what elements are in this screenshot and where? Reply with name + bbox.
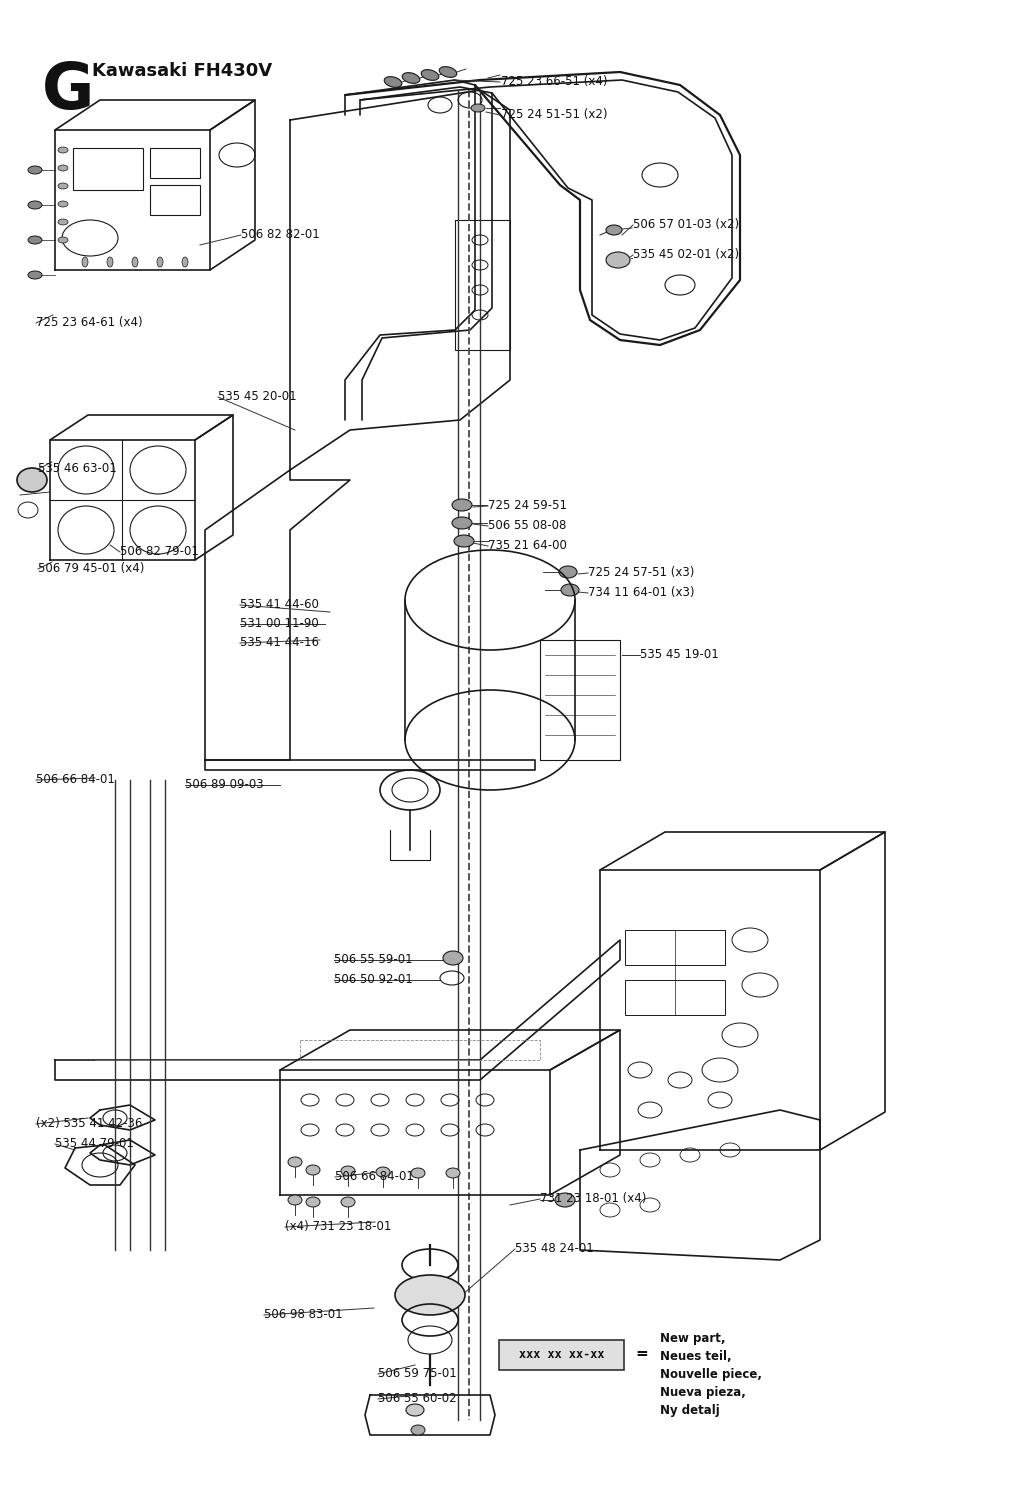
Text: 725 23 66-51 (x4): 725 23 66-51 (x4) <box>501 76 607 88</box>
Ellipse shape <box>454 535 474 547</box>
Ellipse shape <box>439 66 457 77</box>
Ellipse shape <box>376 1167 390 1176</box>
Text: 531 00 11-90: 531 00 11-90 <box>240 618 318 630</box>
Text: Neues teil,: Neues teil, <box>660 1350 731 1364</box>
Ellipse shape <box>106 257 113 267</box>
Text: 535 45 19-01: 535 45 19-01 <box>640 648 719 661</box>
Text: Nueva pieza,: Nueva pieza, <box>660 1386 745 1398</box>
Ellipse shape <box>58 165 68 171</box>
Text: 506 57 01-03 (x2): 506 57 01-03 (x2) <box>633 217 739 231</box>
Ellipse shape <box>58 219 68 225</box>
Ellipse shape <box>82 257 88 267</box>
Ellipse shape <box>58 146 68 153</box>
Bar <box>625 930 725 965</box>
Text: 506 82 82-01: 506 82 82-01 <box>241 228 319 242</box>
Text: New part,: New part, <box>660 1332 725 1345</box>
Text: 506 55 08-08: 506 55 08-08 <box>488 519 566 532</box>
Text: 506 89 09-03: 506 89 09-03 <box>185 778 263 791</box>
Text: 535 48 24-01: 535 48 24-01 <box>515 1243 594 1255</box>
Ellipse shape <box>306 1197 319 1206</box>
Text: 506 55 60-02: 506 55 60-02 <box>378 1392 457 1404</box>
Text: 506 55 59-01: 506 55 59-01 <box>334 953 413 966</box>
Ellipse shape <box>306 1166 319 1175</box>
Ellipse shape <box>555 1193 575 1206</box>
Ellipse shape <box>341 1166 355 1176</box>
Text: 725 23 64-61 (x4): 725 23 64-61 (x4) <box>36 316 142 329</box>
Text: 506 79 45-01 (x4): 506 79 45-01 (x4) <box>38 562 144 575</box>
Ellipse shape <box>411 1169 425 1178</box>
Ellipse shape <box>395 1274 465 1315</box>
Text: 506 82 79-01: 506 82 79-01 <box>120 545 199 559</box>
Text: (x4) 731 23 18-01: (x4) 731 23 18-01 <box>285 1220 391 1234</box>
Ellipse shape <box>411 1425 425 1434</box>
Ellipse shape <box>58 183 68 189</box>
Ellipse shape <box>288 1194 302 1205</box>
Text: 734 11 64-01 (x3): 734 11 64-01 (x3) <box>588 586 694 599</box>
Text: Nouvelle piece,: Nouvelle piece, <box>660 1368 762 1382</box>
Text: =: = <box>635 1345 648 1361</box>
Text: 535 44 79-01: 535 44 79-01 <box>55 1137 134 1151</box>
Ellipse shape <box>452 516 472 528</box>
Text: 535 45 20-01: 535 45 20-01 <box>218 390 297 403</box>
Ellipse shape <box>402 72 420 83</box>
Text: 735 21 64-00: 735 21 64-00 <box>488 539 567 553</box>
Text: 725 24 57-51 (x3): 725 24 57-51 (x3) <box>588 566 694 578</box>
Bar <box>73 148 143 190</box>
Ellipse shape <box>28 236 42 245</box>
Text: 731 23 18-01 (x4): 731 23 18-01 (x4) <box>540 1191 646 1205</box>
Ellipse shape <box>341 1197 355 1206</box>
Ellipse shape <box>28 166 42 174</box>
Text: Ny detalj: Ny detalj <box>660 1404 720 1416</box>
Ellipse shape <box>561 584 579 596</box>
Ellipse shape <box>132 257 138 267</box>
Ellipse shape <box>452 498 472 510</box>
Ellipse shape <box>28 201 42 208</box>
Ellipse shape <box>606 225 622 236</box>
Text: 725 24 51-51 (x2): 725 24 51-51 (x2) <box>501 109 607 121</box>
Text: 506 50 92-01: 506 50 92-01 <box>334 972 413 986</box>
Ellipse shape <box>288 1157 302 1167</box>
Text: 535 41 44-16: 535 41 44-16 <box>240 636 319 649</box>
Ellipse shape <box>58 237 68 243</box>
Ellipse shape <box>406 1404 424 1416</box>
Ellipse shape <box>471 104 485 112</box>
Text: G: G <box>42 60 94 122</box>
Ellipse shape <box>182 257 188 267</box>
Text: Kawasaki FH430V: Kawasaki FH430V <box>92 62 272 80</box>
Ellipse shape <box>384 77 401 88</box>
Text: 535 41 44-60: 535 41 44-60 <box>240 598 318 612</box>
Ellipse shape <box>157 257 163 267</box>
Text: 535 45 02-01 (x2): 535 45 02-01 (x2) <box>633 248 739 261</box>
Bar <box>625 980 725 1015</box>
Ellipse shape <box>559 566 577 578</box>
Ellipse shape <box>58 201 68 207</box>
Text: 506 59 75-01: 506 59 75-01 <box>378 1367 457 1380</box>
Ellipse shape <box>421 69 439 80</box>
Text: 725 24 59-51: 725 24 59-51 <box>488 498 567 512</box>
Bar <box>150 148 200 178</box>
Bar <box>499 1339 624 1370</box>
Bar <box>150 186 200 214</box>
Text: 506 66 84-01: 506 66 84-01 <box>335 1170 414 1182</box>
Ellipse shape <box>28 270 42 279</box>
Ellipse shape <box>446 1169 460 1178</box>
Ellipse shape <box>17 468 47 492</box>
Ellipse shape <box>443 951 463 965</box>
Text: xxx xx xx-xx: xxx xx xx-xx <box>519 1348 604 1362</box>
Ellipse shape <box>606 252 630 267</box>
Text: 506 98 83-01: 506 98 83-01 <box>264 1308 343 1321</box>
Text: 535 46 63-01: 535 46 63-01 <box>38 462 117 476</box>
Text: 506 66 84-01: 506 66 84-01 <box>36 773 115 787</box>
Text: (x2) 535 41 42-36: (x2) 535 41 42-36 <box>36 1117 142 1129</box>
